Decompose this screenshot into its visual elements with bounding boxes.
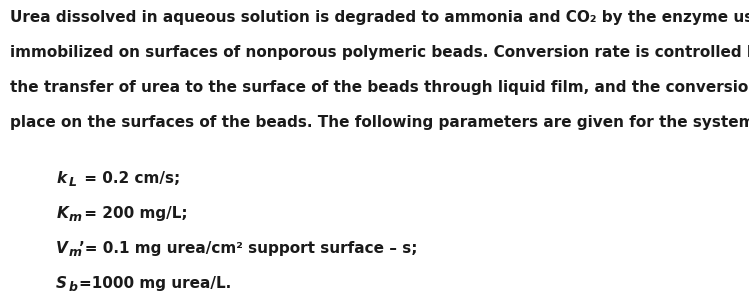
Text: S: S bbox=[56, 276, 67, 291]
Text: = 0.2 cm/s;: = 0.2 cm/s; bbox=[79, 171, 180, 186]
Text: k: k bbox=[56, 171, 67, 186]
Text: = 200 mg/L;: = 200 mg/L; bbox=[79, 206, 187, 221]
Text: =1000 mg urea/L.: =1000 mg urea/L. bbox=[79, 276, 231, 291]
Text: L: L bbox=[69, 176, 77, 189]
Text: Urea dissolved in aqueous solution is degraded to ammonia and CO₂ by the enzyme : Urea dissolved in aqueous solution is de… bbox=[10, 10, 749, 25]
Text: m: m bbox=[69, 246, 82, 259]
Text: V: V bbox=[56, 241, 68, 256]
Text: m: m bbox=[69, 211, 82, 224]
Text: place on the surfaces of the beads. The following parameters are given for the s: place on the surfaces of the beads. The … bbox=[10, 115, 749, 130]
Text: ’= 0.1 mg urea/cm² support surface – s;: ’= 0.1 mg urea/cm² support surface – s; bbox=[79, 241, 417, 256]
Text: the transfer of urea to the surface of the beads through liquid film, and the co: the transfer of urea to the surface of t… bbox=[10, 80, 749, 95]
Text: K: K bbox=[56, 206, 68, 221]
Text: immobilized on surfaces of nonporous polymeric beads. Conversion rate is control: immobilized on surfaces of nonporous pol… bbox=[10, 45, 749, 60]
Text: b: b bbox=[69, 281, 78, 294]
